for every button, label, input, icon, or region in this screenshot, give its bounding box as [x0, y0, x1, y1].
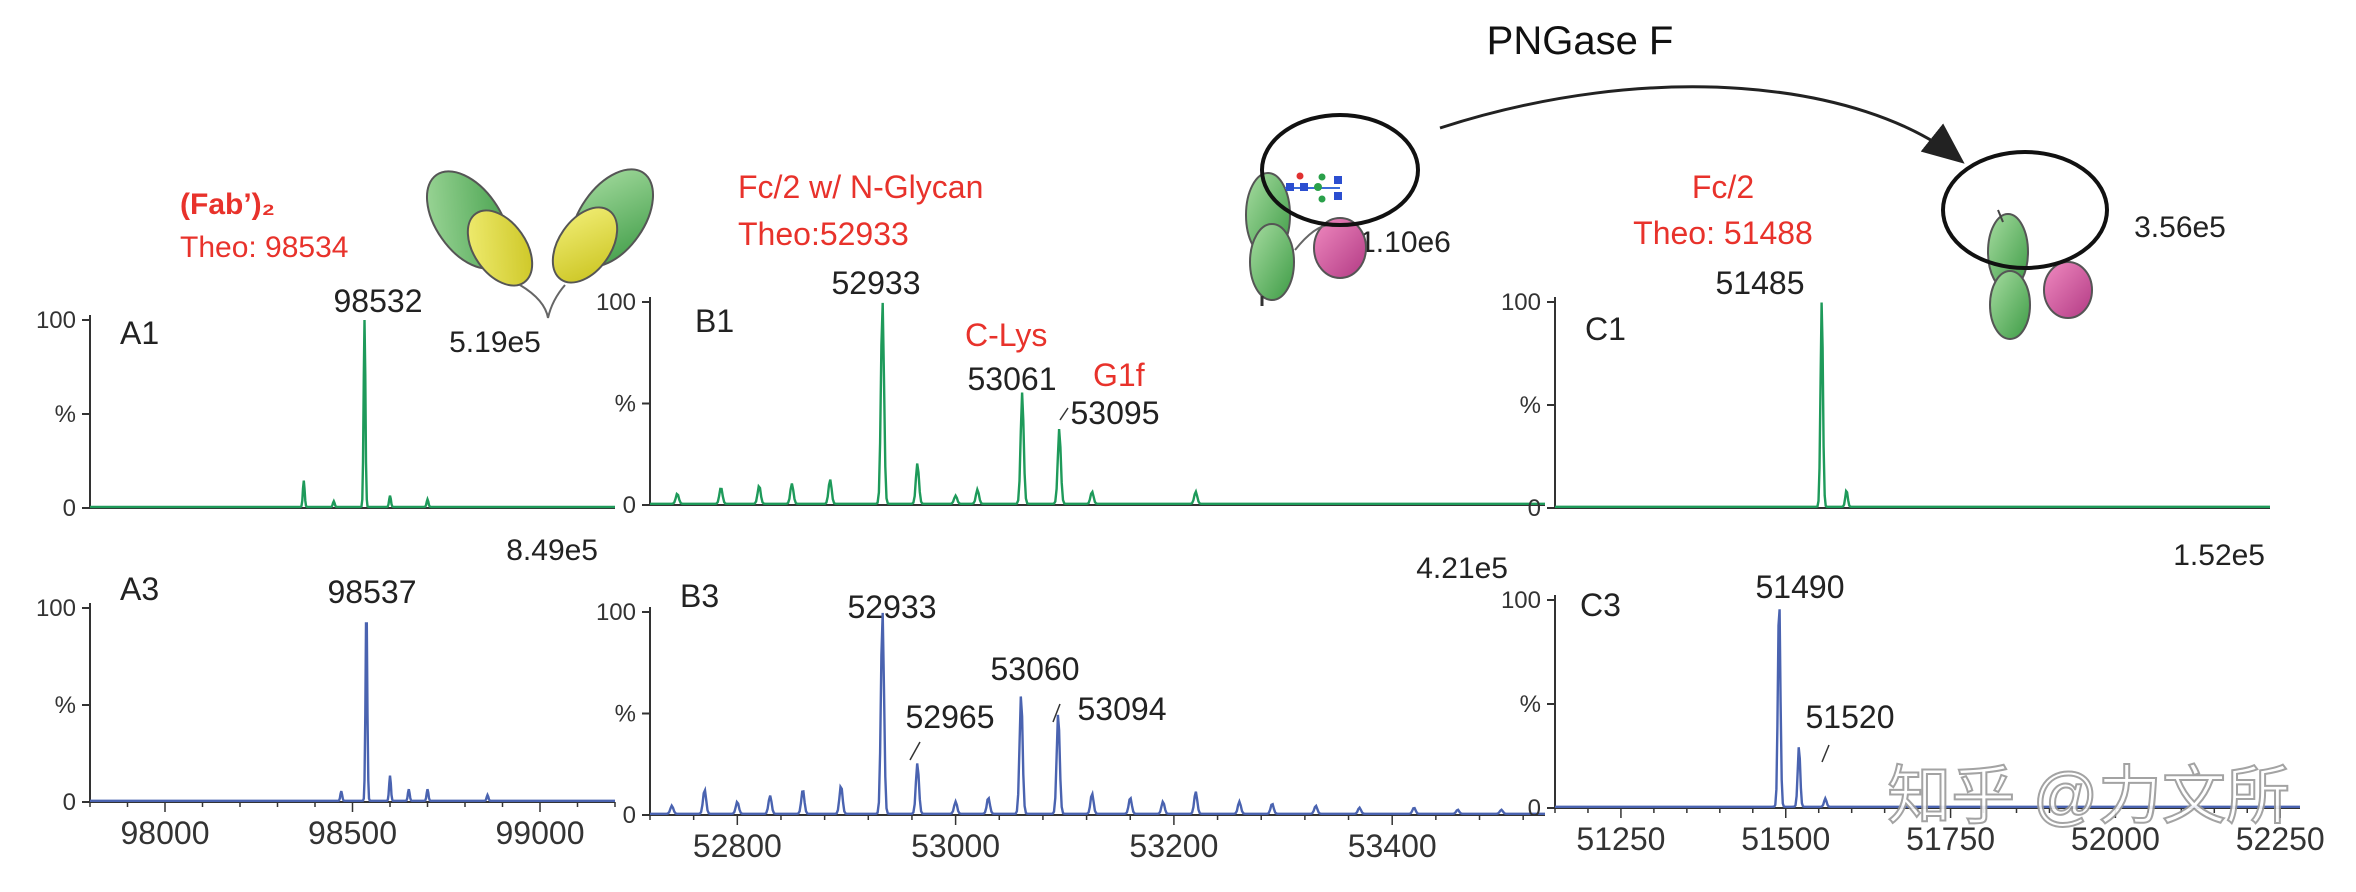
y-tick-label: 100 — [1501, 289, 1541, 316]
x-tick-label: 51750 — [1906, 821, 1995, 857]
peak-annotation: 53060 — [991, 651, 1080, 687]
y-tick-label: % — [1520, 691, 1541, 718]
panel-label: A1 — [120, 315, 159, 351]
y-tick-label: 0 — [623, 802, 636, 829]
y-tick-label: 100 — [596, 289, 636, 316]
x-tick-label: 51250 — [1576, 821, 1665, 857]
chart-b1: 100% 0 B1 1.10e6 Fc/2 w/ N-Glycan Theo:52933 5… — [596, 169, 1545, 519]
peak-annotation: 53094 — [1078, 691, 1167, 727]
y-tick-label: 0 — [63, 789, 76, 816]
x-tick-label: 98500 — [308, 815, 397, 851]
label-leader — [909, 741, 921, 761]
panel-label: C1 — [1585, 311, 1626, 347]
peak-annotation: 51490 — [1756, 569, 1845, 605]
pngase-label: PNGase F — [1487, 19, 1674, 63]
pngase-arrow — [1439, 85, 1965, 164]
spectrum-line — [90, 319, 615, 509]
panel-label: B1 — [695, 303, 734, 339]
spectrum-line — [650, 612, 1545, 815]
x-tick-label: 53200 — [1129, 828, 1218, 864]
fab2-antibody-icon — [425, 168, 655, 319]
peak-annotation: 52965 — [906, 699, 995, 735]
chart-b3: 100% 0 52800 53000 53200 53400 B3 4.21e5 52933 52… — [596, 552, 1545, 864]
spectrum-line — [650, 302, 1545, 505]
y-tick-label: % — [55, 401, 76, 428]
peak-annotation: 51520 — [1806, 699, 1895, 735]
y-tick-label: % — [615, 701, 636, 728]
peak-annotation: (Fab’)₂ — [180, 188, 275, 221]
x-tick-label: 53000 — [911, 828, 1000, 864]
x-tick-label: 52250 — [2236, 821, 2325, 857]
panel-label: A3 — [120, 571, 159, 607]
x-tick-label: 99000 — [496, 815, 585, 851]
chart-a1: 100% 0 A1 5.19e5 (Fab’)₂ Theo: 98534 98532 — [36, 188, 615, 522]
label-leader — [1052, 703, 1061, 723]
peak-annotation: 98537 — [328, 574, 417, 610]
fc-glycan-icon — [1245, 113, 1420, 306]
x-tick-label: 51500 — [1741, 821, 1830, 857]
intensity-label: 3.56e5 — [2134, 211, 2226, 244]
y-tick-label: % — [1520, 392, 1541, 419]
y-tick-label: 0 — [1528, 795, 1541, 822]
chart-c1: 100% 0 C1 3.56e5 Fc/2 Theo: 51488 51485 — [1501, 169, 2270, 522]
peak-annotation: G1f — [1093, 357, 1145, 393]
y-tick-label: % — [615, 391, 636, 418]
label-leader — [1059, 407, 1069, 421]
peak-annotation: Theo: 51488 — [1633, 215, 1813, 251]
peak-annotation: 52933 — [832, 265, 921, 301]
peak-annotation: Theo: 98534 — [180, 231, 348, 264]
glycan-icon — [1285, 172, 1342, 203]
peak-annotation: C-Lys — [965, 317, 1047, 353]
label-leader — [1821, 744, 1830, 763]
chart-a3: 100% 0 98000 98500 99000 A3 8.49e5 98537 — [36, 534, 616, 851]
fc-deglycosylated-icon — [1941, 150, 2109, 340]
peak-annotation: Fc/2 — [1692, 169, 1754, 205]
peak-annotation: 98532 — [334, 283, 423, 319]
x-tick-label: 98000 — [121, 815, 210, 851]
peak-annotation: 52933 — [848, 589, 937, 625]
x-tick-label: 52800 — [693, 828, 782, 864]
intensity-label: 4.21e5 — [1416, 552, 1508, 585]
spectrum-line — [1555, 609, 2300, 808]
spectrum-line — [1555, 302, 2270, 508]
panel-label: B3 — [680, 578, 719, 614]
y-tick-label: 100 — [1501, 587, 1541, 614]
peak-annotation: Theo:52933 — [738, 216, 909, 252]
y-tick-label: 0 — [623, 492, 636, 519]
peak-annotation: 53095 — [1071, 395, 1160, 431]
y-tick-label: 0 — [63, 495, 76, 522]
peak-annotation: 51485 — [1716, 265, 1805, 301]
y-tick-label: % — [55, 692, 76, 719]
y-tick-label: 0 — [1528, 495, 1541, 522]
intensity-label: 5.19e5 — [449, 326, 541, 359]
watermark: 知乎 @力文所 — [1887, 760, 2290, 832]
intensity-label: 1.52e5 — [2173, 539, 2265, 572]
peak-annotation: 53061 — [968, 361, 1057, 397]
x-tick-label: 53400 — [1348, 828, 1437, 864]
chart-c3: 100% 0 51250 51500 51750 52000 52250 C3 1.52e5 51… — [1501, 539, 2325, 857]
spectrum-line — [90, 622, 615, 802]
x-tick-label: 52000 — [2071, 821, 2160, 857]
y-tick-label: 100 — [36, 307, 76, 334]
intensity-label: 1.10e6 — [1359, 226, 1451, 259]
peak-annotation: Fc/2 w/ N-Glycan — [738, 169, 983, 205]
y-tick-label: 100 — [596, 599, 636, 626]
intensity-label: 8.49e5 — [506, 534, 598, 567]
y-tick-label: 100 — [36, 595, 76, 622]
panel-label: C3 — [1580, 587, 1621, 623]
